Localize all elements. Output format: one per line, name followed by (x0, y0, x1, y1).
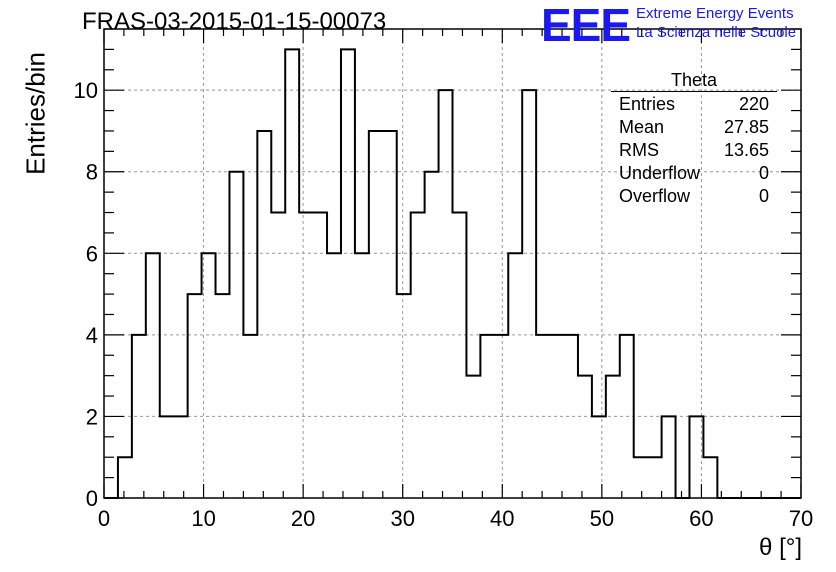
logo-caption-line2: La Scienza nelle Scuole (636, 24, 797, 41)
stats-value: 0 (758, 163, 769, 183)
histogram-bin (118, 457, 132, 498)
histogram-bin (216, 294, 230, 498)
histogram-bin (132, 335, 146, 498)
histogram-bin (327, 253, 341, 498)
histogram-bin (160, 416, 174, 498)
y-tick-label: 6 (86, 241, 98, 266)
plot-frame (103, 28, 802, 499)
histogram-bin (355, 253, 369, 498)
x-tick-label: 40 (490, 506, 514, 531)
stats-value: 0 (758, 186, 769, 206)
logo-caption-line1: Extreme Energy Events (636, 5, 794, 22)
x-axis-label: θ [°] (759, 534, 802, 561)
stats-box: Theta Entries 220 Mean 27.85 RMS 13.65 U… (611, 70, 777, 208)
histogram-bin (508, 253, 522, 498)
y-tick-label: 8 (86, 160, 98, 185)
histogram-bin (383, 131, 397, 498)
histogram-bin (453, 213, 467, 498)
histogram-bin (299, 213, 313, 498)
histogram-bars (104, 48, 801, 499)
histogram-bin (397, 294, 411, 498)
histogram-bin (634, 457, 648, 498)
histogram-bin (662, 416, 676, 498)
stats-label: Entries (619, 94, 676, 114)
histogram-bin (146, 253, 160, 498)
logo-caption: Extreme Energy Events La Scienza nelle S… (636, 4, 796, 42)
y-axis-label: Entries/bin (20, 52, 51, 175)
y-tick-label: 4 (86, 323, 98, 348)
stats-row-mean: Mean 27.85 (611, 116, 777, 139)
x-tick-label: 50 (590, 506, 614, 531)
x-tick-label: 10 (191, 506, 215, 531)
axis-ticks (103, 28, 802, 499)
stats-title: Theta (611, 70, 777, 92)
x-tick-label: 20 (291, 506, 315, 531)
stats-value: 220 (738, 94, 769, 114)
histogram-bin (285, 49, 299, 498)
histogram-bin (369, 131, 383, 498)
chart-title: FRAS-03-2015-01-15-00073 (82, 8, 387, 35)
histogram-bin (411, 213, 425, 498)
axis-tick-labels: 0 10 20 30 40 50 60 70 0 2 4 6 8 10 (74, 78, 814, 531)
stats-row-underflow: Underflow 0 (611, 162, 777, 185)
histogram-bin (466, 376, 480, 498)
y-tick-label: 10 (74, 78, 98, 103)
histogram-bin (174, 416, 188, 498)
x-tick-label: 70 (789, 506, 813, 531)
x-tick-label: 30 (390, 506, 414, 531)
histogram-bin (648, 457, 662, 498)
stats-label: RMS (619, 140, 659, 160)
histogram-bin (522, 90, 536, 498)
stats-label: Underflow (619, 163, 701, 183)
y-tick-label: 0 (86, 486, 98, 511)
histogram-outline (104, 48, 801, 499)
histogram-bin (271, 213, 285, 498)
histogram-bin (703, 457, 717, 498)
stats-row-rms: RMS 13.65 (611, 139, 777, 162)
histogram-bin (592, 416, 606, 498)
histogram-bin (313, 213, 327, 498)
eee-logo: EEE (541, 0, 631, 51)
x-tick-label: 60 (689, 506, 713, 531)
stats-row-overflow: Overflow 0 (611, 185, 777, 208)
histogram-bin (578, 376, 592, 498)
histogram-bin (257, 131, 271, 498)
x-tick-label: 0 (98, 506, 110, 531)
stats-label: Overflow (619, 186, 691, 206)
histogram-bin (341, 49, 355, 498)
histogram-bin (439, 90, 453, 498)
histogram-bin (188, 294, 202, 498)
stats-value: 27.85 (723, 117, 769, 137)
stats-label: Mean (619, 117, 665, 137)
histogram-bin (606, 376, 620, 498)
y-tick-label: 2 (86, 404, 98, 429)
stats-value: 13.65 (723, 140, 769, 160)
stats-row-entries: Entries 220 (611, 93, 777, 116)
